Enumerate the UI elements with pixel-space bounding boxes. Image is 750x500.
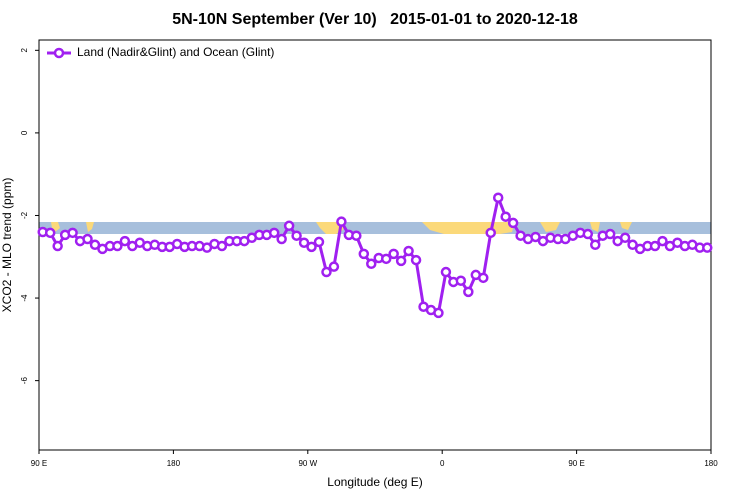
data-point — [216, 240, 228, 252]
data-point — [67, 227, 78, 239]
data-point — [119, 235, 131, 247]
data-point — [268, 227, 280, 239]
data-point — [306, 241, 317, 253]
data-point — [388, 248, 399, 260]
chart-title: 5N-10N September (Ver 10) 2015-01-01 to … — [172, 11, 578, 28]
x-tick-label: 90 E — [31, 459, 47, 468]
data-point — [619, 232, 631, 244]
land — [590, 222, 600, 232]
data-point — [313, 236, 325, 248]
legend-marker — [53, 47, 65, 59]
data-point — [351, 230, 362, 241]
data-point — [433, 307, 444, 319]
data-point — [590, 239, 601, 251]
data-point — [507, 217, 519, 229]
data-point — [380, 253, 392, 265]
y-tick-label: -4 — [20, 294, 29, 302]
data-point — [485, 227, 496, 239]
data-point — [492, 192, 504, 203]
data-point — [336, 216, 347, 227]
data-point — [500, 211, 511, 222]
data-point — [582, 228, 594, 240]
data-point — [82, 233, 93, 245]
data-point — [328, 261, 340, 272]
x-tick-label: 0 — [440, 459, 445, 468]
data-point — [291, 230, 302, 241]
x-tick-label: 90 E — [568, 459, 584, 468]
y-tick-label: -6 — [20, 377, 29, 385]
land — [540, 222, 560, 232]
data-point — [627, 239, 638, 251]
data-point — [530, 231, 541, 243]
data-point — [410, 254, 422, 266]
data-point — [604, 228, 616, 240]
data-point — [298, 237, 310, 248]
legend-label: Land (Nadir&Glint) and Ocean (Glint) — [77, 45, 274, 59]
data-point — [657, 235, 668, 247]
data-point — [283, 220, 295, 232]
data-point — [321, 266, 332, 278]
x-tick-label: 180 — [704, 459, 718, 468]
x-axis-label: Longitude (deg E) — [327, 475, 422, 489]
y-tick-label: 0 — [20, 130, 29, 135]
data-point — [463, 286, 474, 298]
data-point — [276, 233, 287, 245]
y-tick-label: -2 — [20, 211, 29, 219]
data-point — [366, 258, 377, 270]
data-point — [358, 248, 370, 260]
data-point — [52, 240, 63, 252]
x-tick-label: 90 W — [298, 459, 317, 468]
data-point — [455, 275, 467, 286]
data-point — [702, 242, 713, 253]
data-point — [440, 266, 452, 278]
data-point — [112, 240, 123, 252]
y-tick-label: 2 — [20, 48, 29, 53]
data-point — [403, 245, 414, 257]
data-point — [44, 227, 56, 239]
data-point — [478, 272, 489, 284]
y-axis-label: XCO2 - MLO trend (ppm) — [0, 178, 14, 313]
x-tick-label: 180 — [167, 459, 181, 468]
data-point — [649, 240, 661, 252]
land — [620, 222, 632, 230]
data-point — [395, 255, 407, 267]
data-point — [89, 239, 101, 251]
land — [86, 222, 94, 232]
